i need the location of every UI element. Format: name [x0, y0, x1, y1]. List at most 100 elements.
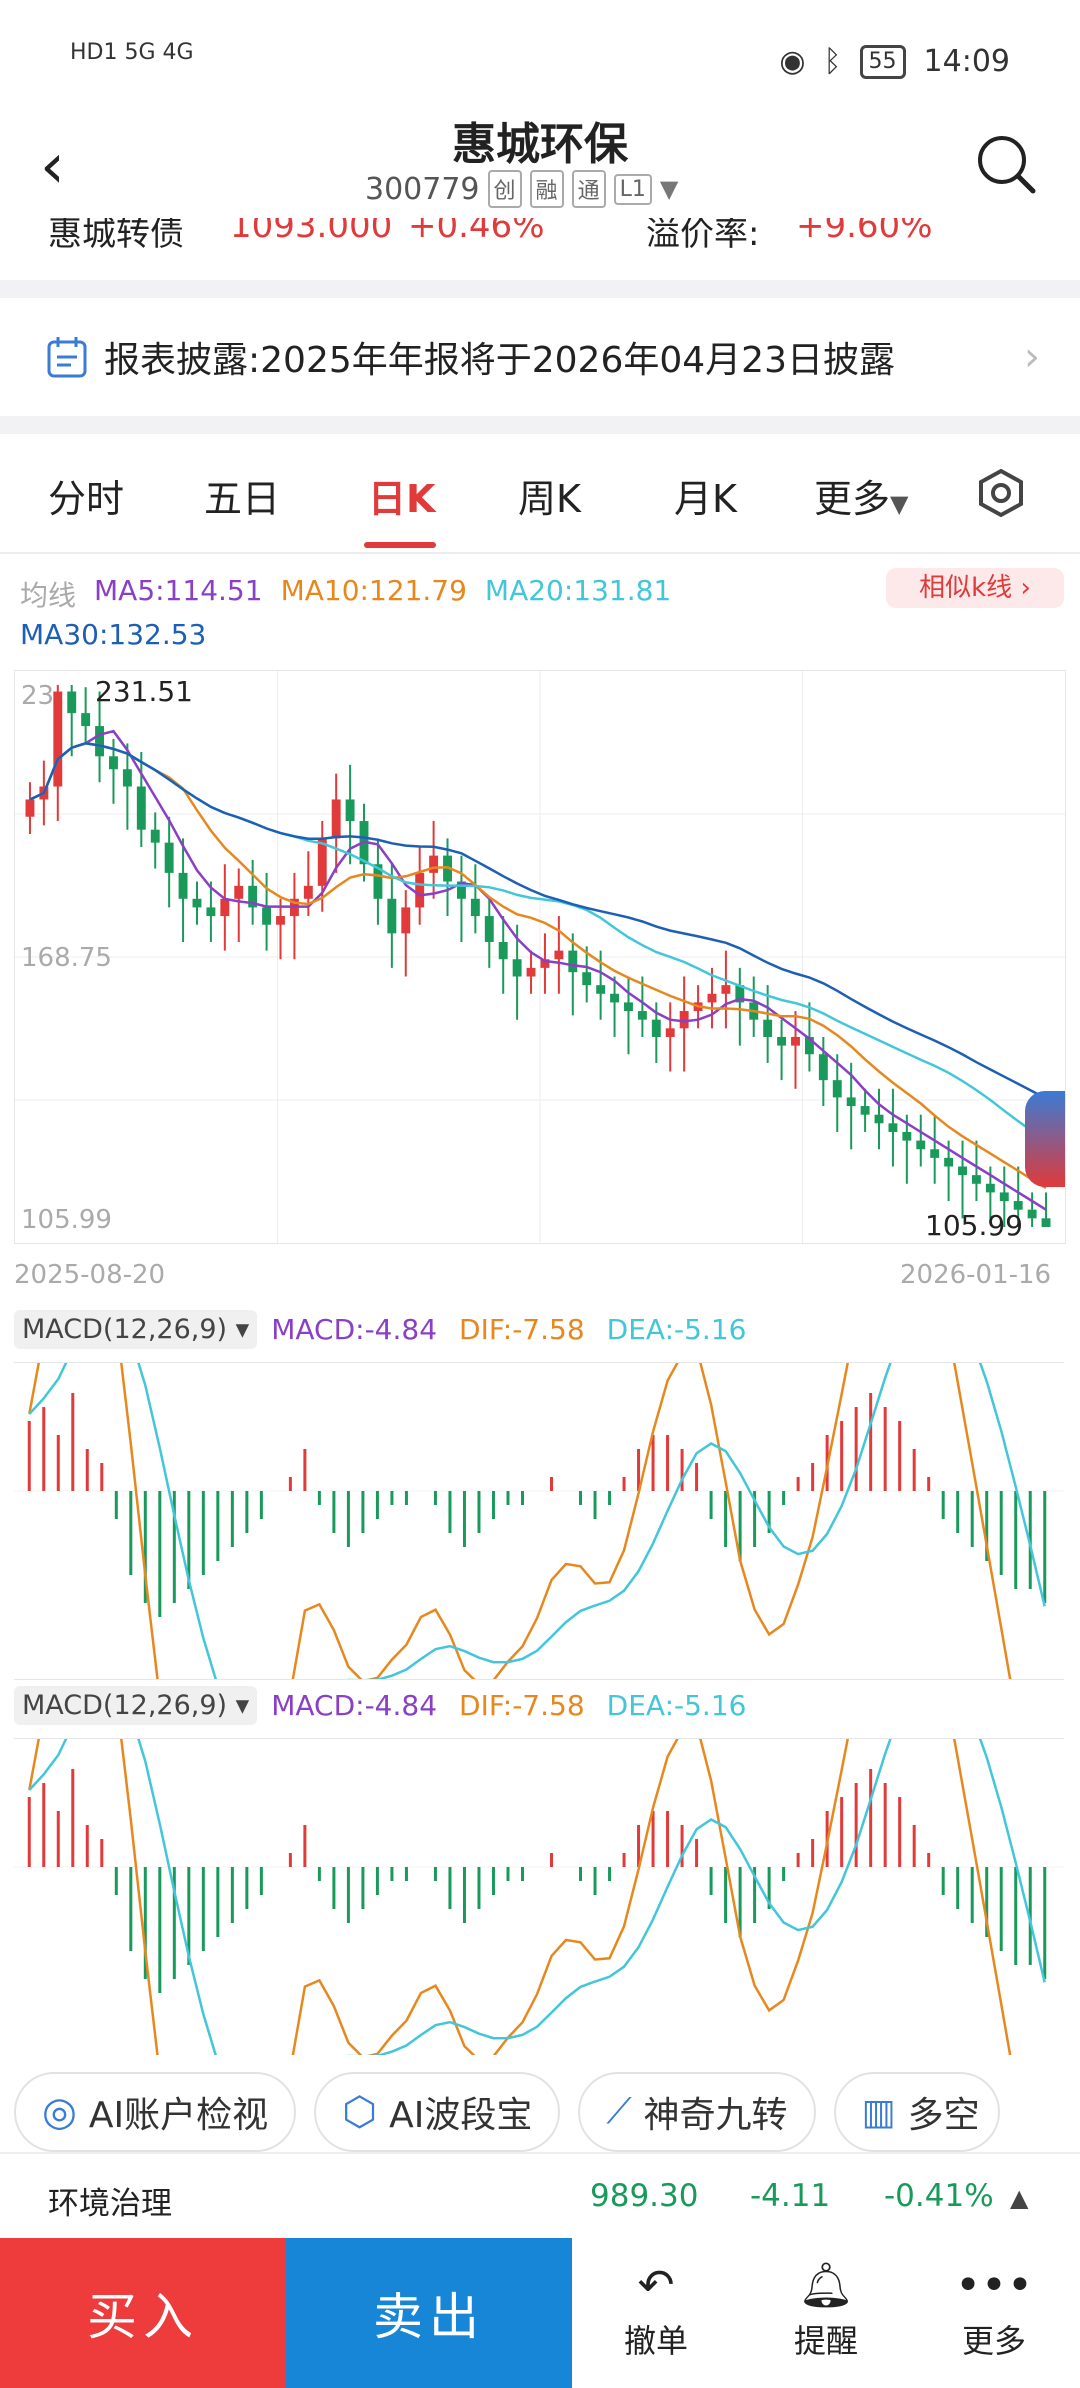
report-notice[interactable]: 报表披露:2025年年报将于2026年04月23日披露 › [0, 298, 1080, 416]
long-short-button[interactable]: ▥ 多空 [833, 2072, 1000, 2152]
calendar-icon [47, 337, 87, 378]
expand-up-icon[interactable]: ▲ [1010, 2184, 1029, 2212]
candle-body [735, 985, 745, 1003]
sector-value: 989.30 [590, 2178, 699, 2214]
buy-button[interactable]: 买入 [0, 2238, 286, 2388]
trade-signal-badge[interactable] [1025, 1091, 1065, 1187]
candle-body [317, 838, 327, 886]
notice-text: 报表披露:2025年年报将于2026年04月23日披露 [104, 340, 895, 381]
undo-arrow-icon: ↶ [637, 2260, 675, 2311]
stock-code-row[interactable]: 300779 创 融 通 L1 ▼ [365, 170, 678, 208]
candle-body [637, 1011, 647, 1020]
sell-button[interactable]: 卖出 [286, 2238, 572, 2388]
magic-nine-button[interactable]: ⟋ 神奇九转 [578, 2072, 816, 2152]
high-price-label: 231.51 [95, 675, 193, 708]
tab-more-label: 更多 [814, 477, 891, 521]
ai-account-review-button[interactable]: ◎ AI账户检视 [14, 2072, 297, 2152]
candle-body [81, 713, 91, 727]
candle-body [874, 1114, 884, 1124]
sector-pct: -0.41% [884, 2178, 994, 2214]
ma30-value: MA30:132.53 [20, 618, 207, 651]
convertible-bond-row[interactable]: 惠城转债 1093.000 +0.46% 溢价率: +9.60% [0, 218, 1080, 258]
ai-tools-row: ◎ AI账户检视 ⬡ AI波段宝 ⟋ 神奇九转 ▥ 多空 [14, 2072, 1000, 2152]
period-tabs: 分时 五日 日K 周K 月K 更多▼ [0, 434, 1080, 554]
macd-chart-1[interactable] [14, 1362, 1064, 1680]
more-dots-icon: ••• [955, 2260, 1033, 2311]
candle-body [1027, 1209, 1037, 1219]
tab-intraday[interactable]: 分时 [48, 477, 125, 521]
candle-body [554, 950, 564, 960]
premium-label: 溢价率: [646, 218, 760, 254]
ma-label: 均线 [20, 579, 77, 612]
more-button[interactable]: ••• 更多 [914, 2256, 1074, 2362]
candle-body [150, 829, 160, 843]
sector-index-bar[interactable]: 环境治理 989.30 -4.11 -0.41% ▲ [0, 2152, 1080, 2240]
candle-body [610, 993, 620, 1003]
tab-five-day[interactable]: 五日 [204, 477, 281, 521]
active-tab-indicator [364, 542, 436, 548]
candle-body [526, 967, 536, 977]
ma30-line [29, 742, 1047, 1100]
candle-body [136, 786, 146, 830]
stock-header: ‹ 惠城环保 300779 创 融 通 L1 ▼ [0, 100, 1080, 220]
hexagon-chart-icon: ⬡ [342, 2089, 378, 2135]
sector-change: -4.11 [750, 2178, 831, 2214]
candle-body [220, 898, 230, 917]
tab-more[interactable]: 更多▼ [814, 468, 908, 523]
candle-body [122, 769, 132, 787]
ai-band-button[interactable]: ⬡ AI波段宝 [314, 2072, 561, 2152]
candle-body [1013, 1201, 1023, 1210]
alert-button[interactable]: 🔔︎ 提醒 [746, 2256, 906, 2362]
dif-line [28, 1739, 1012, 2055]
ma20-value: MA20:131.81 [484, 574, 672, 607]
candle-body [818, 1054, 828, 1081]
candle-body [888, 1123, 898, 1132]
candle-body [262, 907, 272, 925]
macd-selector-1-label: MACD(12,26,9) [22, 1314, 228, 1345]
page-title: 惠城环保 [452, 119, 628, 170]
candle-body [999, 1192, 1009, 1202]
battery-icon: 55 [859, 44, 906, 79]
candle-body [791, 1036, 800, 1046]
candle-body [303, 885, 313, 899]
tag-rong: 融 [529, 170, 564, 208]
ai-band-label: AI波段宝 [389, 2095, 533, 2136]
kline-svg [15, 671, 1065, 1243]
candle-body [540, 959, 550, 968]
macd-selector-1[interactable]: MACD(12,26,9) ▾ [14, 1310, 258, 1349]
macd-selector-2[interactable]: MACD(12,26,9) ▾ [14, 1686, 258, 1725]
candle-body [930, 1149, 940, 1158]
candle-body [512, 959, 522, 977]
signal-indicators: HD1 5G 4G [70, 40, 194, 65]
candle-body [276, 916, 285, 925]
similar-kline-button[interactable]: 相似k线 › [886, 568, 1064, 608]
macd-chart-2[interactable] [14, 1738, 1064, 2055]
kline-chart[interactable]: 23 231.51 168.75 105.99 105.99 [14, 670, 1066, 1244]
macd-header-1: MACD(12,26,9) ▾ MACD:-4.84 DIF:-7.58 DEA… [14, 1310, 746, 1349]
macd-svg-2 [14, 1739, 1064, 2055]
candle-body [178, 872, 188, 899]
y-axis-low: 105.99 [21, 1205, 112, 1235]
tab-daily-k[interactable]: 日K [368, 477, 436, 521]
more-caret-icon: ▼ [890, 490, 909, 518]
bond-price: 1093.000 [230, 218, 393, 246]
tab-monthly-k[interactable]: 月K [674, 477, 737, 521]
ma10-value: MA10:121.79 [280, 574, 467, 607]
section-divider-2 [0, 416, 1080, 434]
ma-legend: 均线 MA5:114.51 MA10:121.79 MA20:131.81 [20, 574, 671, 614]
y-axis-mid: 168.75 [21, 943, 112, 973]
candle-body [763, 1019, 773, 1037]
alert-label: 提醒 [793, 2322, 858, 2360]
ai-account-review-label: AI账户检视 [88, 2095, 269, 2136]
search-icon[interactable] [976, 134, 1036, 194]
back-icon[interactable]: ‹ [40, 129, 65, 202]
candle-body [248, 885, 258, 908]
settings-hexagon-icon[interactable] [976, 468, 1026, 518]
tab-weekly-k[interactable]: 周K [518, 477, 581, 521]
cancel-order-button[interactable]: ↶ 撤单 [576, 2256, 736, 2362]
dif-line [28, 1363, 1012, 1679]
bell-icon: 🔔︎ [798, 2260, 854, 2311]
candle-body [832, 1080, 842, 1098]
candle-body [331, 799, 341, 839]
candle-body [902, 1131, 912, 1141]
